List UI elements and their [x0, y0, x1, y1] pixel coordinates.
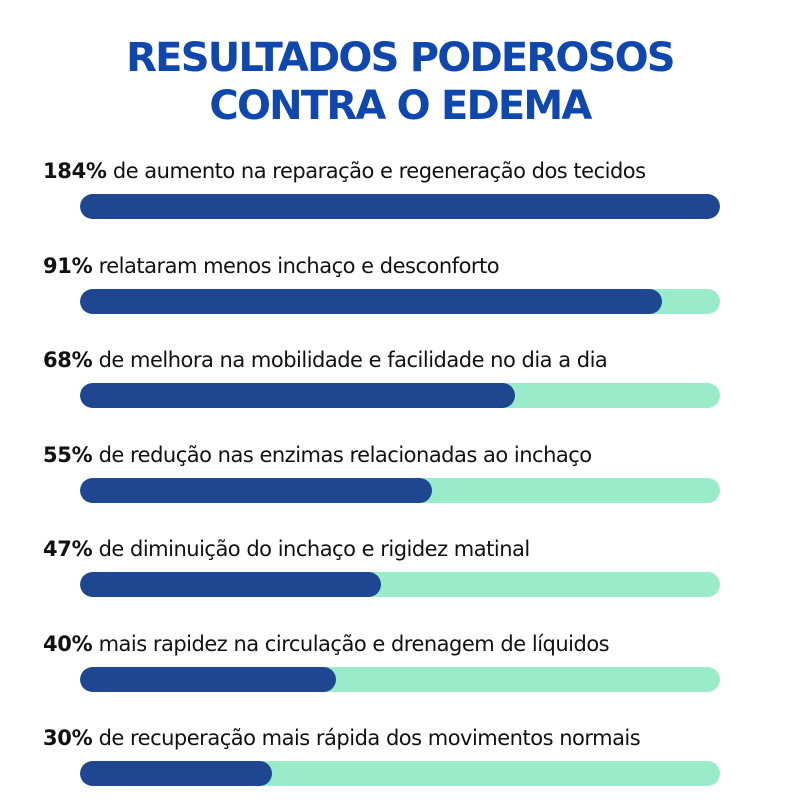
stat-percentage: 55%	[43, 442, 93, 467]
stat-percentage: 30%	[43, 726, 93, 750]
stat-description: de diminuição do inchaço e rigidez matin…	[98, 537, 531, 561]
stat-label: 55% de redução nas enzimas relacionadas …	[43, 441, 592, 469]
progress-bar-track	[80, 666, 720, 692]
progress-bar-fill	[80, 477, 432, 503]
progress-bar-track	[80, 288, 720, 314]
progress-bar-fill	[80, 572, 381, 597]
title-line-1: RESULTADOS PODEROSOS	[126, 35, 675, 81]
stat-description: de redução nas enzimas relacionadas ao i…	[98, 442, 593, 467]
stat-description: de melhora na mobilidade e facilidade no…	[98, 348, 608, 372]
progress-bar-track	[80, 477, 720, 503]
stat-label: 47% de diminuição do inchaço e rigidez m…	[43, 535, 530, 563]
progress-bar-track	[80, 572, 720, 597]
stat-percentage: 47%	[43, 537, 93, 561]
stat-percentage: 184%	[43, 159, 107, 183]
progress-bar-track	[80, 383, 720, 408]
progress-bar-track	[80, 761, 720, 786]
stat-label: 40% mais rapidez na circulação e drenage…	[43, 630, 610, 658]
progress-bar-fill	[80, 666, 336, 692]
progress-bar-fill	[80, 194, 720, 219]
stat-label: 184% de aumento na reparação e regeneraç…	[43, 157, 646, 185]
progress-bar-track	[80, 194, 720, 219]
progress-bar-fill	[80, 288, 663, 314]
page-title: RESULTADOS PODEROSOS CONTRA O EDEMA	[0, 34, 800, 130]
progress-bar-fill	[80, 383, 516, 408]
stat-label: 30% de recuperação mais rápida dos movim…	[43, 724, 641, 752]
title-line-2: CONTRA O EDEMA	[209, 83, 592, 129]
stat-description: mais rapidez na circulação e drenagem de…	[98, 631, 610, 656]
stat-label: 91% relataram menos inchaço e desconfort…	[43, 252, 500, 280]
stat-percentage: 68%	[43, 348, 93, 372]
stat-description: relataram menos inchaço e desconforto	[98, 253, 500, 278]
stat-description: de recuperação mais rápida dos movimento…	[98, 726, 641, 750]
stat-percentage: 40%	[43, 631, 93, 656]
stat-percentage: 91%	[43, 253, 93, 278]
stat-label: 68% de melhora na mobilidade e facilidad…	[43, 346, 608, 374]
stat-description: de aumento na reparação e regeneração do…	[112, 159, 646, 183]
progress-bar-fill	[80, 761, 272, 786]
